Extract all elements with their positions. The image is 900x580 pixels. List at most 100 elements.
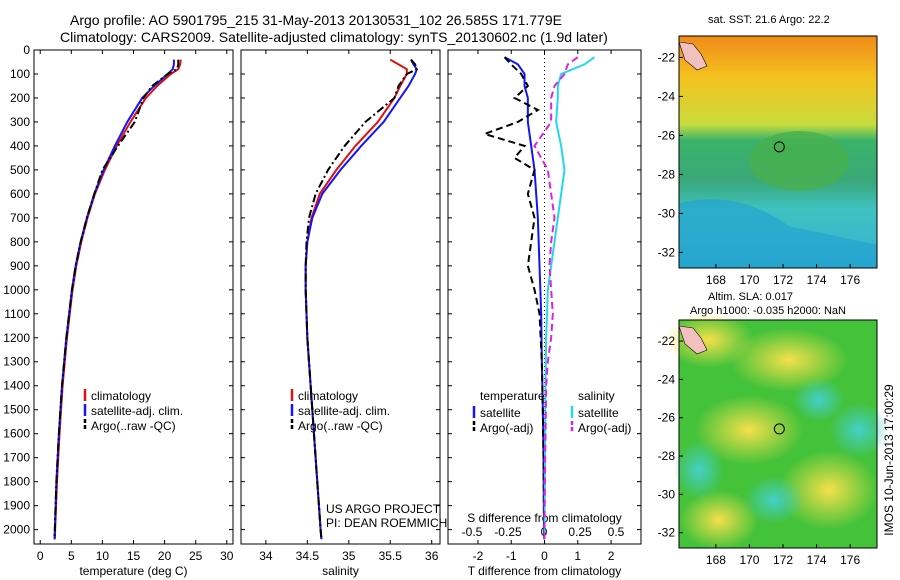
salinity-series-argorawqc-2	[304, 58, 419, 540]
legend-label: Argo(-adj)	[480, 421, 533, 435]
salinity-diff-tick-label: -0.25	[494, 525, 522, 539]
sla-map-xtick-label: 172	[773, 553, 793, 567]
temperature-xtick-label: 25	[189, 549, 203, 563]
sla-map-title-line2: Argo h1000: -0.035 h2000: NaN	[690, 305, 846, 317]
depth-tick-label: 600	[10, 187, 30, 201]
difference-xtick-label: -2	[473, 549, 484, 563]
depth-tick-label: 1400	[3, 379, 30, 393]
sst-map-front	[749, 131, 849, 191]
sla-map-xtick-label: 170	[739, 553, 759, 567]
sla-map-ytick-label: -30	[658, 487, 676, 501]
depth-tick-label: 1900	[3, 499, 30, 513]
depth-tick-label: 400	[10, 139, 30, 153]
chart-title-line1: Argo profile: AO 5901795_215 31-May-2013…	[70, 12, 562, 28]
sst-map-frame	[678, 35, 878, 269]
sla-map-anomaly-blob	[694, 395, 804, 465]
sla-map-anomaly-blob	[744, 476, 804, 524]
salinity-plot-frame	[240, 49, 441, 545]
depth-tick-label: 100	[10, 67, 30, 81]
salinity-xtick-label: 35.5	[379, 549, 403, 563]
sst-map-float-marker	[773, 141, 785, 153]
sla-map-title-line1: Altim. SLA: 0.017	[708, 291, 793, 303]
sst-map-cool-region	[679, 199, 877, 268]
sla-map-frame	[678, 319, 878, 549]
sst-map-ytick-label: -22	[658, 50, 676, 64]
sla-map-xtick-label: 168	[706, 553, 726, 567]
depth-tick-label: 1700	[3, 451, 30, 465]
salinity-diff-tick-label: 0.25	[568, 525, 592, 539]
sla-map-anomaly-blob	[679, 490, 759, 550]
salinity-diff-tick-label: 0.5	[608, 525, 625, 539]
sla-map-anomaly-blob	[779, 450, 879, 530]
temperature-series-argorawqc-2	[53, 59, 180, 540]
sla-map-land	[678, 325, 708, 355]
depth-tick-label: 1300	[3, 355, 30, 369]
temperature-xtick-label: 20	[158, 549, 172, 563]
sla-map-anomaly-blob	[829, 402, 889, 458]
sla-map-ytick-label: -28	[658, 449, 676, 463]
sst-map-title: sat. SST: 21.6 Argo: 22.2	[708, 14, 830, 26]
depth-tick-label: 200	[10, 91, 30, 105]
timestamp-stamp: IMOS 10-Jun-2013 17:00:29	[882, 384, 896, 536]
sst-map-xtick-label: 170	[739, 273, 759, 287]
legend-label: satellite-adj. clim.	[298, 404, 390, 418]
sla-map-ytick-label: -22	[658, 334, 676, 348]
difference-xtick-label: -1	[506, 549, 517, 563]
depth-tick-label: 1000	[3, 283, 30, 297]
chart-title-line2: Climatology: CARS2009. Satellite-adjuste…	[60, 29, 608, 45]
salinity-xtick-label: 35	[342, 549, 356, 563]
depth-tick-label: 1800	[3, 475, 30, 489]
salinity-xtick-label: 34	[259, 549, 273, 563]
depth-tick-label: 1600	[3, 427, 30, 441]
salinity-xtick-label: 36	[425, 549, 439, 563]
sst-map-xtick-label: 174	[807, 273, 827, 287]
legend-label: Argo(-adj)	[578, 421, 631, 435]
sst-map-ytick-label: -28	[658, 167, 676, 181]
legend-label: satellite-adj. clim.	[91, 404, 183, 418]
legend-label: Argo(..raw -QC)	[91, 419, 176, 433]
temperature-xtick-label: 15	[127, 549, 141, 563]
sst-map-xtick-label: 176	[840, 273, 860, 287]
legend-group-label: temperature	[480, 389, 545, 403]
depth-tick-label: 300	[10, 115, 30, 129]
difference-series-argoadj-1	[481, 56, 546, 540]
sla-map-anomaly-blob	[674, 440, 724, 500]
salinity-series-satelliteadjclim-1	[304, 59, 418, 540]
difference-xtick-label: 2	[608, 549, 615, 563]
temperature-xtick-label: 30	[220, 549, 234, 563]
difference-xtick-label: 1	[574, 549, 581, 563]
depth-tick-label: 500	[10, 163, 30, 177]
temperature-xtick-label: 10	[96, 549, 110, 563]
legend-group-label: salinity	[578, 389, 615, 403]
sst-map-ytick-label: -26	[658, 128, 676, 142]
sla-map-ytick-label: -24	[658, 372, 676, 386]
salinity-xtick-label: 34.5	[296, 549, 320, 563]
depth-tick-label: 800	[10, 235, 30, 249]
depth-tick-label: 1100	[4, 307, 30, 321]
depth-tick-label: 700	[10, 211, 30, 225]
sla-map-float-marker	[773, 423, 785, 435]
depth-tick-label: 2000	[3, 523, 30, 537]
legend-label: satellite	[578, 406, 619, 420]
legend-label: satellite	[480, 406, 521, 420]
sla-map-anomaly-blob	[729, 328, 849, 392]
sst-map-ytick-label: -32	[658, 245, 676, 259]
sst-map-land	[678, 41, 708, 71]
legend-label: Argo(..raw -QC)	[298, 419, 383, 433]
annotation-project: US ARGO PROJECT	[326, 502, 441, 516]
difference-x-axis-label: T difference from climatology	[468, 564, 622, 578]
sla-map-anomaly-blob	[793, 378, 845, 422]
depth-tick-label: 1200	[3, 331, 30, 345]
legend-label: climatology	[91, 389, 151, 403]
depth-tick-label: 900	[10, 259, 30, 273]
sst-map-xtick-label: 172	[773, 273, 793, 287]
legend-label: climatology	[298, 389, 358, 403]
annotation-pi: PI: DEAN ROEMMICH	[326, 516, 447, 530]
sst-map-xtick-label: 168	[706, 273, 726, 287]
sla-map-ytick-label: -26	[658, 411, 676, 425]
temperature-xtick-label: 5	[68, 549, 75, 563]
depth-tick-label: 0	[23, 43, 30, 57]
difference-series-argoadj-3	[533, 56, 579, 540]
depth-tick-label: 1500	[3, 403, 30, 417]
